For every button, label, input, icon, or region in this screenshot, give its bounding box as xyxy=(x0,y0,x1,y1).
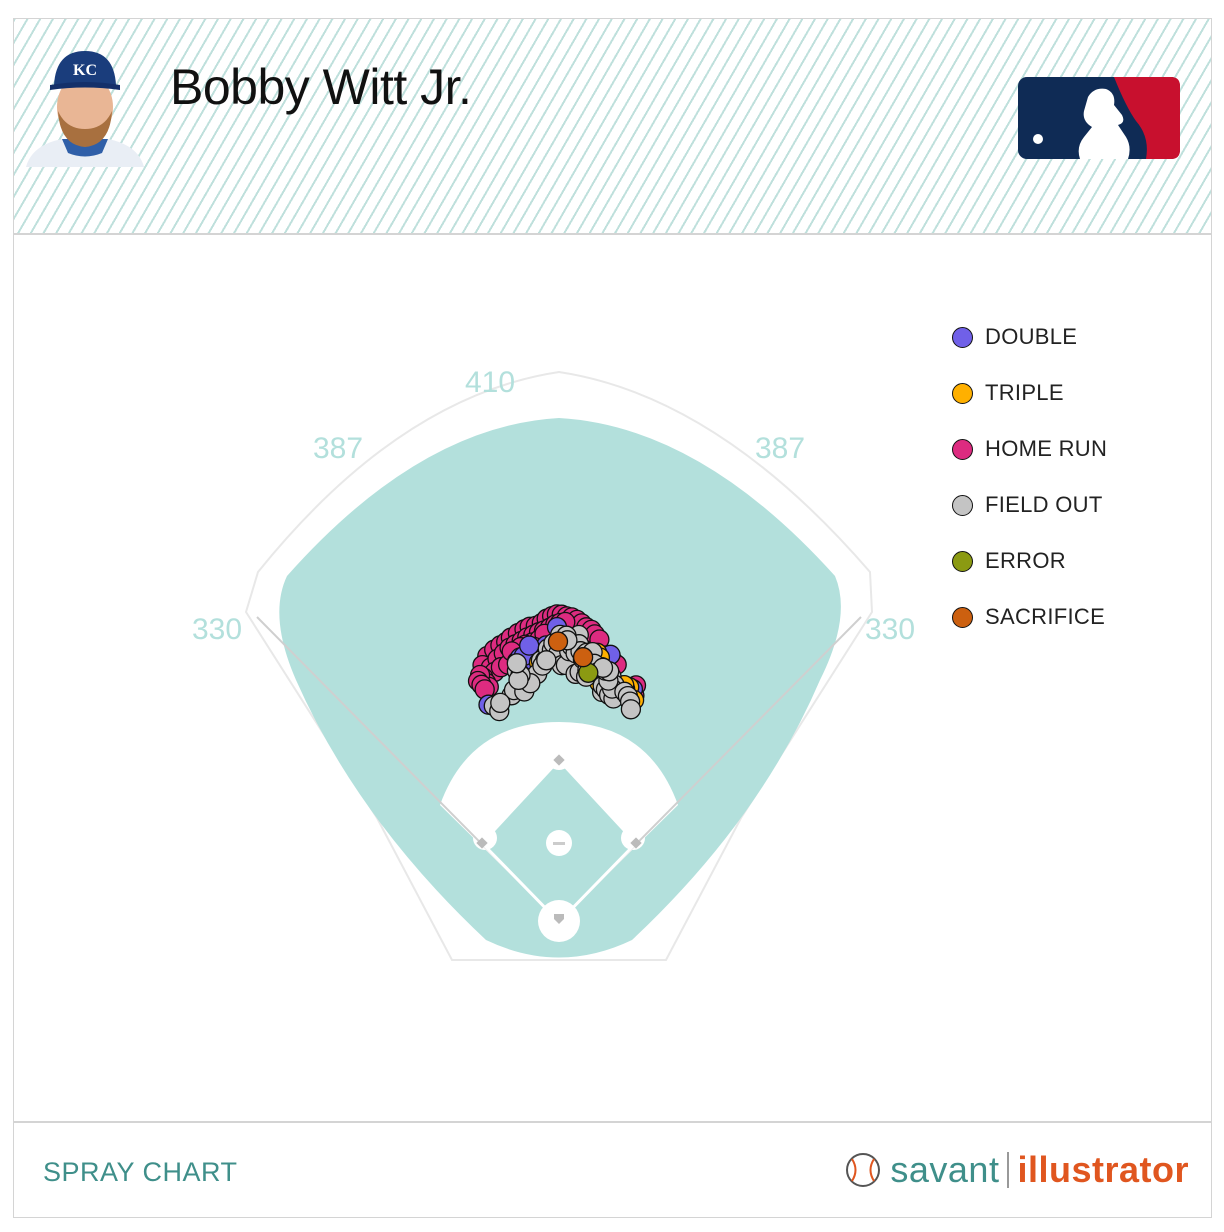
hit-point-field-out xyxy=(536,650,557,671)
beard-shape xyxy=(58,111,112,147)
spray-chart: 330 387 410 387 330 xyxy=(192,366,915,961)
footer-title: SPRAY CHART xyxy=(43,1157,238,1187)
legend-item-error: ERROR xyxy=(952,546,1107,602)
legend-swatch xyxy=(952,551,973,572)
distance-label-left-center: 387 xyxy=(313,432,363,465)
warning-track-outline xyxy=(244,370,874,961)
legend-swatch xyxy=(952,495,973,516)
outfield-grass xyxy=(279,418,841,958)
header xyxy=(14,19,1211,235)
hit-point-field-out xyxy=(490,692,511,714)
player-name: Bobby Witt Jr. xyxy=(170,59,472,115)
distance-label-left: 330 xyxy=(192,613,242,646)
legend-item-triple: TRIPLE xyxy=(952,378,1107,434)
legend-swatch xyxy=(952,327,973,348)
legend-item-double: DOUBLE xyxy=(952,322,1107,378)
legend-swatch xyxy=(952,383,973,404)
field-layer xyxy=(244,370,874,961)
legend-label: DOUBLE xyxy=(985,324,1078,349)
legend-item-sacrifice: SACRIFICE xyxy=(952,602,1107,658)
legend-swatch xyxy=(952,439,973,460)
legend-label: FIELD OUT xyxy=(985,492,1103,517)
player-headshot: KC xyxy=(26,51,144,167)
cap-crown xyxy=(54,51,116,85)
pitchers-rubber xyxy=(553,842,565,845)
legend-label: ERROR xyxy=(985,548,1066,573)
legend-item-field-out: FIELD OUT xyxy=(952,490,1107,546)
second-base xyxy=(553,754,565,766)
brand-illustrator: illustrator xyxy=(1017,1149,1189,1190)
distance-labels: 330 387 410 387 330 xyxy=(192,366,915,646)
legend: DOUBLE TRIPLE HOME RUN FIELD OUT ERROR SACRIF… xyxy=(952,322,1107,658)
distance-label-right: 330 xyxy=(865,613,915,646)
mlb-logo-red xyxy=(1114,77,1180,159)
baseball-icon xyxy=(846,1153,881,1187)
cap-brim xyxy=(50,82,120,90)
legend-label: SACRIFICE xyxy=(985,604,1106,629)
hit-point-sacrifice xyxy=(572,647,594,668)
brand-savant: savant xyxy=(890,1149,1000,1190)
mlb-logo-batter xyxy=(1078,88,1130,159)
distance-label-center: 410 xyxy=(465,366,515,399)
legend-swatch xyxy=(952,607,973,628)
brand-separator xyxy=(1007,1152,1010,1188)
hit-point-field-out xyxy=(620,699,642,720)
first-base xyxy=(630,837,642,849)
home-plate xyxy=(554,914,564,924)
hits-layer xyxy=(467,604,647,722)
brand: savant illustrator xyxy=(844,1149,1189,1191)
cap-logo-text: KC xyxy=(73,62,97,79)
hit-point-sacrifice xyxy=(547,631,569,652)
legend-item-home-run: HOME RUN xyxy=(952,434,1107,490)
face-shape xyxy=(57,73,113,141)
footer: SPRAY CHART savant illustrator xyxy=(14,1121,1211,1219)
mlb-logo xyxy=(1018,77,1180,159)
legend-label: TRIPLE xyxy=(985,380,1064,405)
distance-label-right-center: 387 xyxy=(755,432,805,465)
legend-label: HOME RUN xyxy=(985,436,1108,461)
mlb-logo-ball xyxy=(1033,134,1043,144)
chart-frame xyxy=(13,18,1212,1218)
third-base xyxy=(476,837,488,849)
hit-point-field-out xyxy=(506,653,527,674)
